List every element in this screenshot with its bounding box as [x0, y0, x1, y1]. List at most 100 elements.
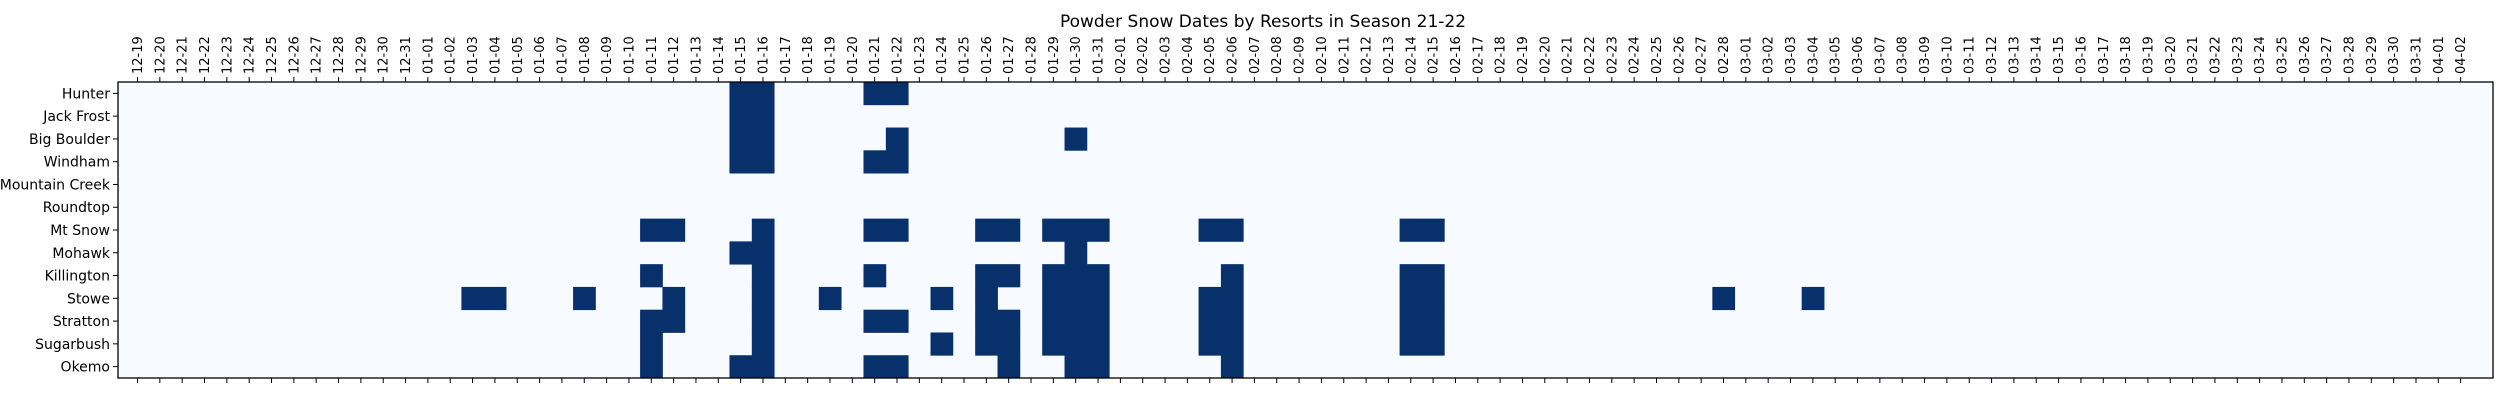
x-tick-label: 01-02 [444, 36, 459, 74]
x-tick-label: 03-29 [2365, 36, 2380, 74]
x-tick-label: 03-06 [1851, 36, 1866, 74]
powder-cell [885, 82, 909, 106]
x-tick-label: 02-22 [1583, 36, 1598, 74]
x-tick-label: 03-08 [1896, 36, 1911, 74]
x-tick-label: 03-30 [2387, 36, 2402, 74]
x-tick-label: 03-01 [1739, 36, 1754, 74]
powder-cell [885, 309, 909, 333]
x-tick-label: 02-10 [1315, 36, 1330, 74]
powder-cell [997, 218, 1021, 242]
x-tick-label: 12-29 [354, 36, 369, 74]
powder-cell [1399, 332, 1423, 356]
x-tick-label: 02-05 [1203, 36, 1218, 74]
powder-cell [930, 286, 954, 311]
x-tick-label: 03-24 [2253, 36, 2268, 74]
x-tick-label: 01-22 [891, 36, 906, 74]
powder-cell [1086, 309, 1110, 333]
y-tick-label: Killington [45, 269, 110, 285]
powder-cell [662, 218, 686, 242]
y-tick-label: Stowe [67, 291, 110, 307]
x-tick-label: 02-13 [1382, 36, 1397, 74]
powder-cell [1064, 264, 1088, 288]
powder-cell [975, 332, 998, 356]
y-tick-label: Big Boulder [29, 132, 110, 148]
powder-cell [1042, 218, 1065, 242]
powder-cell [1086, 264, 1110, 288]
powder-cell [1198, 286, 1222, 311]
powder-cell [1712, 286, 1736, 311]
powder-cell [640, 332, 663, 356]
x-tick-label: 02-14 [1404, 36, 1419, 74]
x-tick-label: 01-30 [1069, 36, 1084, 74]
x-tick-label: 03-04 [1806, 36, 1821, 74]
x-tick-label: 02-08 [1270, 36, 1285, 74]
x-tick-label: 03-23 [2231, 36, 2246, 74]
x-tick-label: 01-05 [511, 36, 526, 74]
x-tick-label: 01-20 [846, 36, 861, 74]
x-tick-label: 02-18 [1494, 36, 1509, 74]
y-tick-label: Okemo [61, 360, 110, 376]
powder-cell [1086, 332, 1110, 356]
x-tick-label: 01-10 [622, 36, 637, 74]
powder-cell [1086, 286, 1110, 311]
x-tick-label: 03-18 [2119, 36, 2134, 74]
powder-cell [729, 241, 753, 265]
x-tick-label: 01-08 [578, 36, 593, 74]
x-tick-label: 02-19 [1516, 36, 1531, 74]
x-tick-label: 03-10 [1940, 36, 1955, 74]
x-tick-label: 03-09 [1918, 36, 1933, 74]
powder-cell [1220, 286, 1244, 311]
x-tick-label: 01-04 [488, 36, 503, 74]
x-tick-label: 02-01 [1114, 36, 1129, 74]
x-tick-label: 03-12 [1985, 36, 2000, 74]
x-tick-label: 01-06 [533, 36, 548, 74]
powder-cell [729, 355, 753, 379]
powder-cell [885, 355, 909, 379]
y-tick-label: Mountain Creek [0, 177, 111, 193]
x-tick-label: 12-19 [131, 36, 146, 74]
powder-cell [751, 82, 775, 106]
powder-cell [751, 241, 775, 265]
x-tick-label: 01-27 [1002, 36, 1017, 74]
x-tick-label: 01-11 [645, 36, 660, 74]
x-tick-label: 03-07 [1873, 36, 1888, 74]
x-tick-label: 03-16 [2074, 36, 2089, 74]
powder-cell [818, 286, 842, 311]
powder-cell [1042, 286, 1065, 311]
powder-cell [1064, 332, 1088, 356]
x-tick-label: 12-23 [220, 36, 235, 74]
x-tick-label: 12-30 [377, 36, 392, 74]
powder-cell [751, 150, 775, 174]
x-tick-label: 02-21 [1561, 36, 1576, 74]
powder-cell [1220, 355, 1244, 379]
powder-cell [1064, 218, 1088, 242]
powder-cell [1064, 355, 1088, 379]
x-tick-label: 03-31 [2409, 36, 2424, 74]
x-tick-label: 03-11 [1963, 36, 1978, 74]
x-tick-label: 02-23 [1605, 36, 1620, 74]
x-tick-label: 12-28 [332, 36, 347, 74]
powder-cell [885, 127, 909, 151]
x-tick-label: 03-20 [2164, 36, 2179, 74]
powder-cell [751, 309, 775, 333]
x-tick-label: 02-03 [1159, 36, 1174, 74]
x-tick-label: 02-20 [1538, 36, 1553, 74]
powder-cell [751, 104, 775, 128]
x-tick-label: 03-05 [1829, 36, 1844, 74]
powder-cell [1086, 218, 1110, 242]
x-tick-label: 12-21 [176, 36, 191, 74]
powder-cell [640, 264, 663, 288]
powder-cell [975, 264, 998, 288]
powder-cell [751, 286, 775, 311]
powder-cell [863, 309, 887, 333]
x-tick-label: 03-03 [1784, 36, 1799, 74]
x-tick-label: 02-28 [1717, 36, 1732, 74]
x-tick-label: 01-18 [801, 36, 816, 74]
x-tick-label: 01-25 [958, 36, 973, 74]
powder-cell [751, 264, 775, 288]
x-tick-label: 02-24 [1628, 36, 1643, 74]
x-tick-label: 01-15 [734, 36, 749, 74]
x-tick-label: 01-21 [868, 36, 883, 74]
powder-cell [573, 286, 596, 311]
